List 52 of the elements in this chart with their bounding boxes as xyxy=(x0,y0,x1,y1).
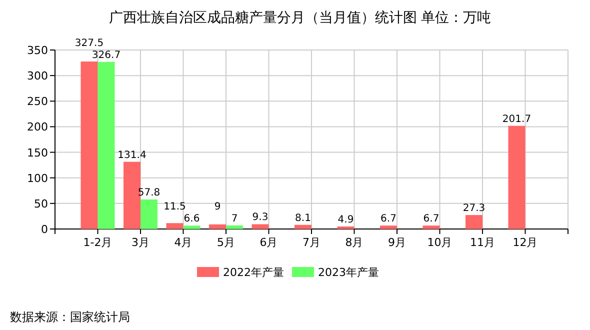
data-label: 9.3 xyxy=(252,212,268,224)
y-tick-label: 200 xyxy=(27,120,48,134)
bar xyxy=(226,225,243,229)
data-label: 27.3 xyxy=(462,203,486,214)
bar xyxy=(183,226,200,229)
y-tick-label: 250 xyxy=(27,95,48,108)
data-label: 8.1 xyxy=(295,212,311,224)
bar xyxy=(337,226,354,229)
data-label: 6.7 xyxy=(380,214,396,225)
data-label: 131.4 xyxy=(118,150,146,161)
bar xyxy=(252,224,269,229)
x-tick-label: 9月 xyxy=(388,236,406,249)
x-tick-label: 3月 xyxy=(132,236,150,249)
x-tick-label: 6月 xyxy=(260,236,278,249)
data-label: 6.7 xyxy=(423,214,440,225)
x-tick-label: 4月 xyxy=(174,236,192,249)
y-tick-label: 350 xyxy=(27,44,48,57)
bar xyxy=(166,223,184,229)
x-tick-label: 8月 xyxy=(345,236,364,249)
data-label: 201.7 xyxy=(502,114,532,125)
bar xyxy=(294,224,312,229)
bar xyxy=(508,126,526,229)
data-label: 7 xyxy=(231,213,238,224)
x-tick-label: 1-2月 xyxy=(83,236,112,249)
bar xyxy=(98,62,115,229)
bar xyxy=(422,226,440,229)
bar xyxy=(124,162,140,229)
data-label: 11.5 xyxy=(164,202,186,213)
y-tick-label: 100 xyxy=(27,172,48,185)
chart-title: 广西壮族自治区成品糖产量分月（当月值）统计图 单位：万吨 xyxy=(108,10,492,26)
bar xyxy=(466,215,482,229)
data-label: 4.9 xyxy=(338,214,354,226)
data-label: 327.5 xyxy=(74,38,104,49)
x-tick-label: 12月 xyxy=(512,236,538,249)
y-tick-label: 0 xyxy=(41,223,48,236)
source-note: 数据来源：国家统计局 xyxy=(10,310,130,324)
x-tick-label: 7月 xyxy=(302,236,320,249)
data-label: 326.7 xyxy=(92,50,121,61)
y-tick-label: 50 xyxy=(34,197,48,210)
legend-label: 2022年产量 xyxy=(223,266,284,279)
bar xyxy=(209,224,226,229)
legend-label: 2023年产量 xyxy=(318,266,379,279)
x-tick-label: 5月 xyxy=(217,236,235,249)
data-label: 6.6 xyxy=(184,214,200,225)
x-tick-label: 11月 xyxy=(470,236,495,249)
x-tick-label: 10月 xyxy=(427,236,452,249)
y-tick-label: 150 xyxy=(27,146,48,160)
data-label: 9 xyxy=(214,201,221,212)
bar xyxy=(380,226,397,229)
y-tick-label: 300 xyxy=(27,70,48,83)
bar xyxy=(140,199,158,229)
bar xyxy=(80,62,98,229)
